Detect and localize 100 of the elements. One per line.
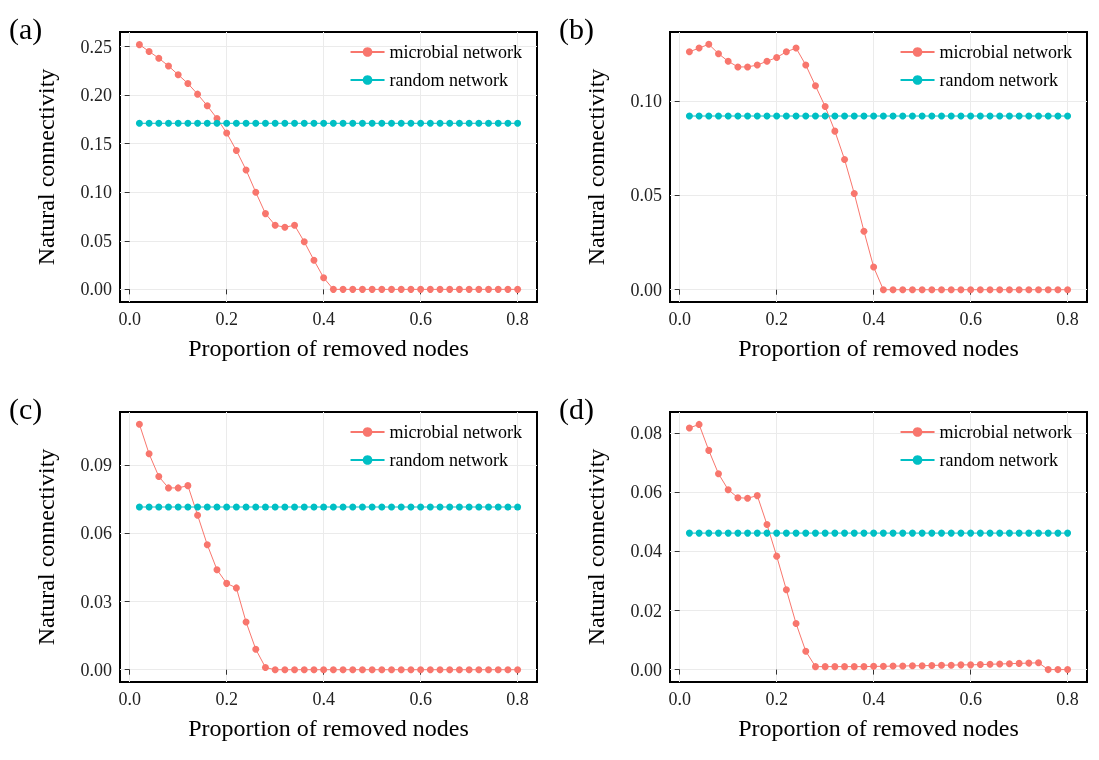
point [203, 102, 211, 110]
point [378, 285, 386, 293]
point [841, 155, 849, 163]
point [320, 274, 328, 282]
point [475, 119, 483, 127]
point [194, 90, 202, 98]
point [397, 503, 405, 511]
point [976, 529, 984, 537]
point [1044, 112, 1052, 120]
point [967, 529, 975, 537]
point [271, 666, 279, 674]
point [782, 586, 790, 594]
point [514, 666, 522, 674]
x-tick-label: 0.8 [1056, 689, 1079, 709]
point [494, 666, 502, 674]
point [986, 286, 994, 294]
point [1054, 286, 1062, 294]
chart-title: (a) [9, 11, 43, 46]
y-tick-label: 0.06 [80, 523, 112, 544]
y-axis-title: Natural connectivity [583, 68, 609, 266]
y-tick-label: 0.08 [630, 423, 662, 444]
y-tick-label: 0.25 [80, 36, 112, 57]
point [397, 119, 405, 127]
point [300, 238, 308, 246]
point [213, 566, 221, 574]
point [841, 112, 849, 120]
x-tick-label: 0.4 [312, 689, 335, 709]
point [1015, 529, 1023, 537]
x-axis-title: Proportion of removed nodes [738, 335, 1019, 361]
point [417, 666, 425, 674]
point [494, 503, 502, 511]
point [145, 450, 153, 458]
point [388, 503, 396, 511]
point [947, 529, 955, 537]
point [281, 223, 289, 231]
point [397, 285, 405, 293]
y-tick-label: 0.03 [80, 591, 112, 612]
point [165, 484, 172, 492]
point [976, 661, 984, 669]
point [879, 662, 887, 670]
x-axis-title: Proportion of removed nodes [188, 335, 469, 361]
legend-label: microbial network [939, 422, 1073, 442]
y-tick-label: 0.00 [630, 659, 662, 680]
point [446, 666, 454, 674]
point [135, 420, 143, 428]
point [715, 529, 722, 537]
y-axis-title: Natural connectivity [33, 68, 59, 266]
point [782, 48, 790, 56]
point [320, 119, 328, 127]
point [407, 119, 415, 127]
point [744, 529, 752, 537]
point [174, 71, 182, 79]
point [1064, 529, 1072, 537]
point [870, 112, 878, 120]
point [899, 112, 907, 120]
point [1005, 286, 1013, 294]
point [734, 494, 742, 502]
point [455, 666, 463, 674]
point [715, 50, 722, 58]
point [436, 119, 444, 127]
point [271, 119, 279, 127]
point [300, 666, 308, 674]
point [685, 424, 693, 432]
point [368, 119, 376, 127]
point [685, 48, 693, 56]
x-tick-label: 0.2 [215, 309, 238, 329]
point [213, 119, 221, 127]
point [310, 666, 318, 674]
point [724, 529, 732, 537]
legend-label: random network [939, 70, 1059, 90]
chart-title: (b) [559, 11, 594, 46]
point [455, 285, 463, 293]
point [223, 503, 231, 511]
x-tick-label: 0.6 [959, 689, 982, 709]
point [358, 285, 366, 293]
point [938, 529, 946, 537]
point [685, 112, 693, 120]
point [485, 285, 493, 293]
point [165, 119, 172, 127]
point [763, 57, 771, 65]
point [1044, 286, 1052, 294]
y-tick-label: 0.00 [80, 279, 112, 300]
point [870, 263, 878, 271]
point [705, 40, 713, 48]
point [397, 666, 405, 674]
point [135, 503, 143, 511]
point [368, 285, 376, 293]
x-axis-title: Proportion of removed nodes [738, 715, 1019, 741]
point [870, 529, 878, 537]
point [957, 286, 965, 294]
point [446, 119, 454, 127]
point [485, 503, 493, 511]
point [802, 529, 810, 537]
point [850, 529, 858, 537]
point [908, 529, 916, 537]
point [802, 112, 810, 120]
point [821, 103, 829, 111]
point [378, 503, 386, 511]
legend-label: random network [389, 450, 509, 470]
point [252, 645, 260, 653]
